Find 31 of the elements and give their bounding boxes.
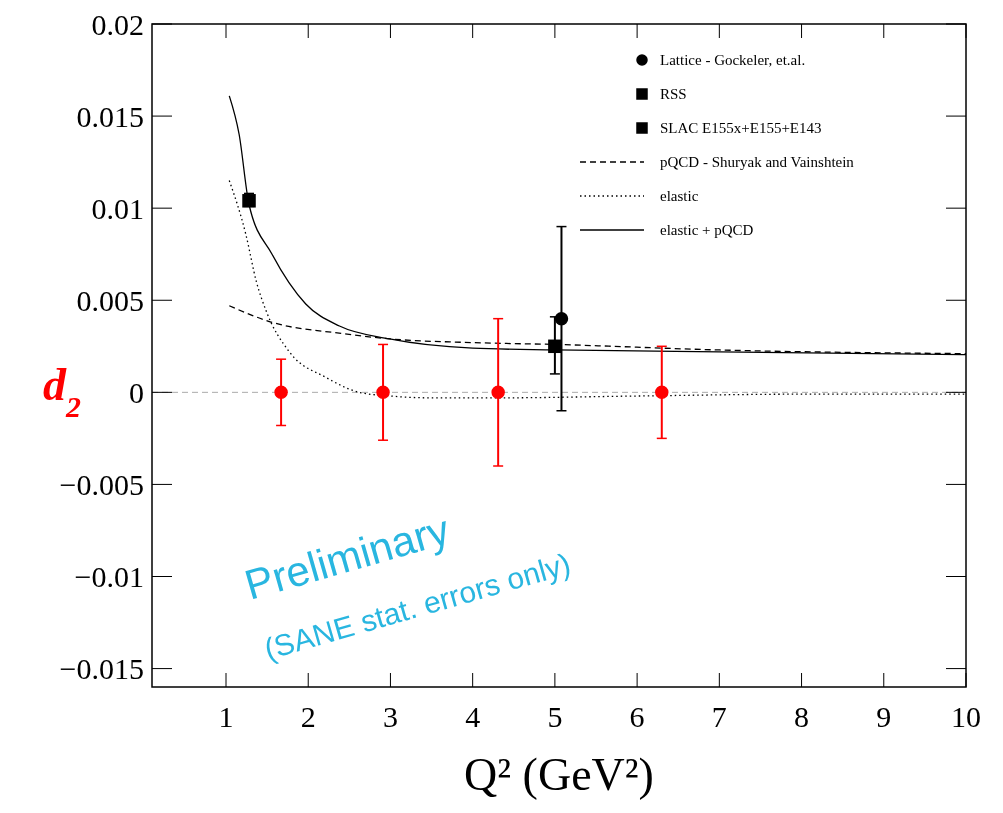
x-axis-title: Q² (GeV²)	[464, 749, 654, 800]
x-tick-label: 8	[794, 700, 810, 733]
point	[491, 385, 505, 400]
legend-label: SLAC E155x+E155+E143	[660, 120, 822, 137]
point	[376, 385, 390, 400]
y-tick-label: 0.01	[91, 191, 144, 225]
legend-label: pQCD - Shuryak and Vainshtein	[660, 154, 855, 171]
point	[274, 385, 288, 400]
legend-label: elastic + pQCD	[660, 222, 754, 239]
x-tick-label: 5	[547, 700, 563, 733]
y-tick-label: −0.01	[74, 560, 144, 593]
x-tick-label: 6	[629, 700, 645, 733]
x-tick-label: 2	[300, 700, 316, 733]
x-tick-label: 7	[711, 700, 727, 733]
legend-label: elastic	[660, 188, 699, 205]
y-tick-label: −0.015	[59, 652, 144, 686]
y-tick-label: 0.015	[76, 99, 144, 133]
y-tick-label: −0.005	[59, 467, 144, 501]
x-tick-label: 3	[382, 700, 398, 733]
y-axis-title: d$_{2}$	[43, 359, 82, 423]
legend-label: Lattice - Gockeler, et.al.	[660, 52, 806, 69]
x-tick-label: 4	[465, 700, 481, 733]
point	[655, 385, 669, 400]
x-tick-label: 9	[876, 700, 892, 733]
y-tick-label: 0	[129, 375, 144, 409]
x-tick-label: 10	[951, 700, 981, 733]
y-tick-label: 0.02	[91, 7, 144, 41]
legend-label: RSS	[660, 86, 687, 103]
y-tick-label: 0.005	[76, 283, 144, 317]
x-tick-label: 1	[218, 700, 234, 733]
point	[554, 311, 569, 326]
